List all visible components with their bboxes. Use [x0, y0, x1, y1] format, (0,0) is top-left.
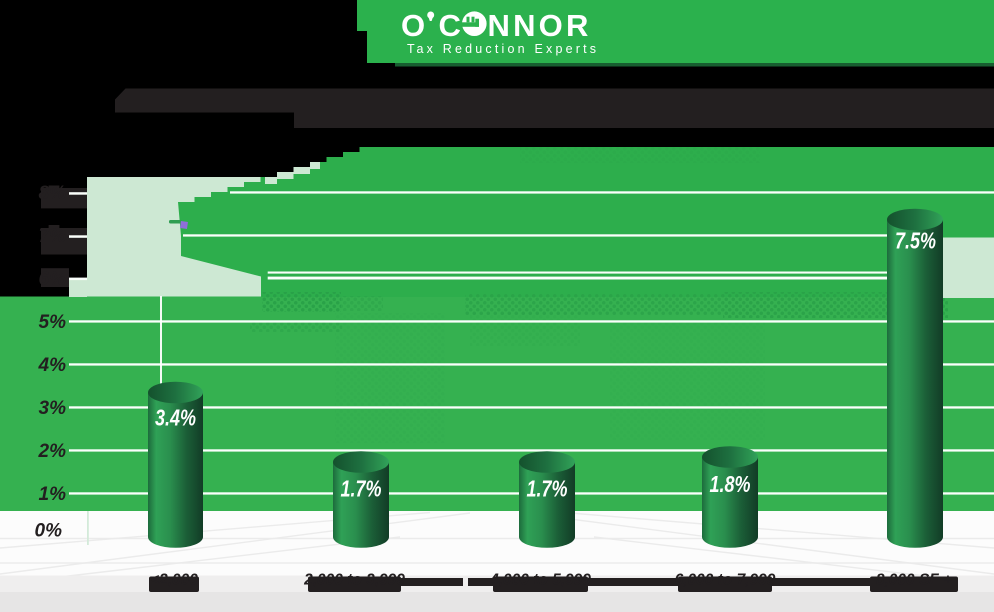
svg-text:<2,000: <2,000: [150, 571, 198, 588]
svg-text:1.8%: 1.8%: [710, 472, 751, 498]
svg-text:3.4%: 3.4%: [155, 405, 196, 431]
svg-text:8%: 8%: [39, 183, 67, 204]
svg-text:7%: 7%: [39, 226, 67, 247]
svg-text:4%: 4%: [38, 355, 67, 376]
svg-text:0%: 0%: [35, 521, 63, 542]
svg-text:Tax Reduction Experts: Tax Reduction Experts: [407, 42, 599, 56]
svg-text:1%: 1%: [39, 484, 67, 505]
svg-text:2,000 to 3,999: 2,000 to 3,999: [303, 571, 405, 588]
svg-text:5%: 5%: [39, 312, 67, 333]
svg-text:1.7%: 1.7%: [341, 476, 382, 502]
svg-text:2%: 2%: [38, 441, 67, 462]
svg-text:8,000 SF +: 8,000 SF +: [876, 571, 952, 588]
svg-text:6%: 6%: [39, 269, 67, 290]
svg-text:C: C: [439, 8, 461, 43]
svg-text:3%: 3%: [39, 398, 67, 419]
svg-text:1.7%: 1.7%: [527, 476, 568, 502]
svg-text:4,000 to 5,999: 4,000 to 5,999: [489, 571, 591, 588]
svg-text:O: O: [401, 8, 425, 43]
svg-text:NNOR: NNOR: [488, 8, 592, 43]
svg-text:7.5%: 7.5%: [895, 228, 936, 254]
svg-text:6,000 to 7,999: 6,000 to 7,999: [675, 571, 776, 588]
